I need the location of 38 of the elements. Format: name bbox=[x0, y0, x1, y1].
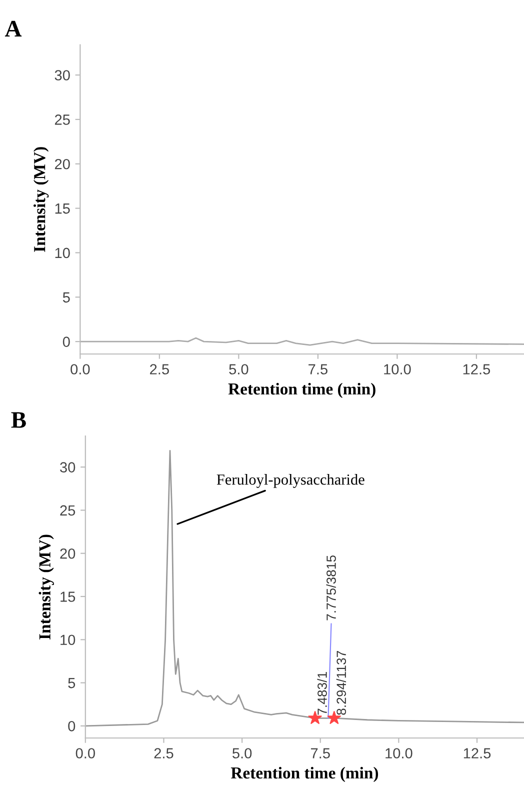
y-axis-title: Intensity (MV) bbox=[38, 534, 54, 640]
annotation: 7.775/3815 bbox=[326, 555, 336, 620]
x-tick-label: 12.5 bbox=[463, 364, 490, 374]
x-tick-label: 0.0 bbox=[76, 748, 95, 758]
x-tick-label: 5.0 bbox=[232, 748, 252, 758]
x-tick-label: 2.5 bbox=[154, 748, 174, 758]
x-tick-label: 5.0 bbox=[229, 364, 248, 374]
y-tick-label: 5 bbox=[62, 292, 70, 303]
chart-title: B bbox=[11, 412, 26, 428]
y-tick-label: 15 bbox=[60, 592, 76, 602]
x-axis-title: Retention time (min) bbox=[230, 766, 378, 782]
y-tick-label: 25 bbox=[54, 114, 70, 125]
y-axis-title: Intensity (MV) bbox=[34, 147, 49, 252]
y-tick-label: 10 bbox=[55, 248, 70, 258]
x-tick-label: 0.0 bbox=[70, 364, 90, 374]
y-tick-label: 20 bbox=[60, 548, 76, 559]
y-tick-label: 5 bbox=[68, 678, 76, 688]
y-tick-label: 30 bbox=[54, 70, 70, 80]
y-tick-label: 30 bbox=[60, 462, 76, 472]
y-tick-label: 0 bbox=[68, 721, 76, 732]
y-tick-label: 0 bbox=[62, 336, 70, 347]
x-axis-title: Retention time (min) bbox=[228, 382, 376, 398]
x-tick-label: 12.5 bbox=[464, 748, 491, 758]
x-tick-label: 2.5 bbox=[150, 364, 169, 374]
y-tick-label: 20 bbox=[54, 158, 70, 170]
chart-title: A bbox=[4, 20, 22, 36]
annotation: 7.483/1 bbox=[317, 672, 327, 715]
line-series bbox=[85, 450, 524, 727]
y-tick-label: 15 bbox=[55, 204, 70, 214]
x-tick-label: 7.5 bbox=[308, 364, 328, 374]
y-tick-label: 25 bbox=[60, 505, 76, 516]
annotation: 8.294/1137 bbox=[336, 650, 346, 715]
annotation: Feruloyl-polysaccharide bbox=[216, 474, 364, 488]
x-tick-label: 7.5 bbox=[310, 748, 330, 758]
x-tick-label: 10.0 bbox=[386, 748, 412, 758]
y-tick-label: 10 bbox=[60, 634, 76, 646]
x-tick-label: 10.0 bbox=[384, 364, 411, 374]
line-series bbox=[80, 337, 524, 346]
